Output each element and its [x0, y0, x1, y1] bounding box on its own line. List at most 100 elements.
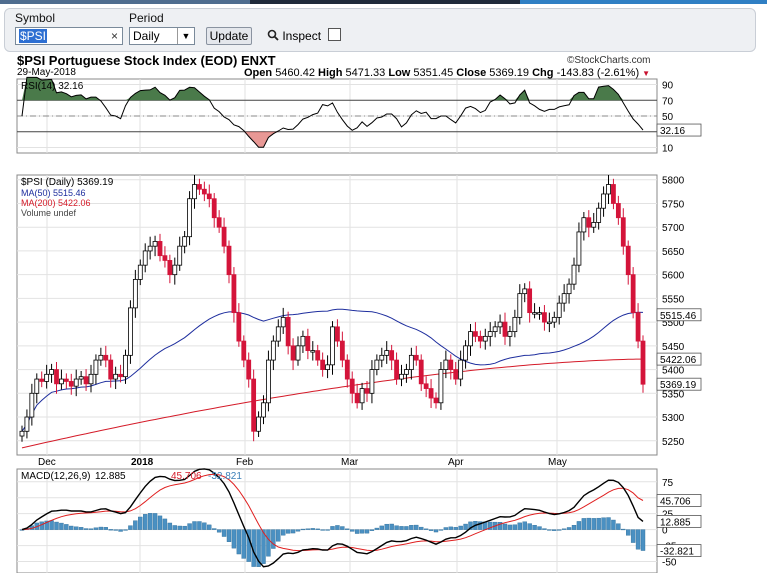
- macd-hist-bar: [83, 528, 89, 530]
- candle-body: [113, 373, 119, 380]
- price-tick-label: 5600: [662, 271, 685, 282]
- candle-body: [275, 326, 281, 342]
- search-icon: [267, 29, 279, 41]
- candle-body: [290, 345, 296, 361]
- candle-body: [394, 359, 399, 380]
- macd-hist-bar: [207, 524, 212, 530]
- candle-body: [561, 293, 567, 304]
- macd-hist-bar: [241, 529, 246, 559]
- candle-body: [310, 350, 316, 353]
- macd-hist-bar: [19, 529, 25, 531]
- chart-title: $PSI Portuguese Stock Index (EOD) ENXT: [17, 53, 276, 68]
- x-axis-month-label: Feb: [236, 457, 254, 468]
- rsi-tick-label: 10: [662, 143, 674, 154]
- macd-hist-bar: [216, 529, 222, 533]
- price-tick-label: 5500: [662, 318, 685, 329]
- macd-hist-bar: [118, 529, 123, 532]
- macd-hist-bar: [182, 525, 187, 530]
- macd-hist-bar: [226, 529, 232, 542]
- candle-body: [167, 260, 173, 276]
- macd-hist-bar: [512, 524, 518, 530]
- inspect-toggle[interactable]: Inspect: [267, 28, 342, 43]
- candle-body: [44, 373, 50, 382]
- macd-hist-bar: [507, 524, 513, 530]
- candle-body: [344, 359, 350, 380]
- macd-hist-bar: [212, 528, 217, 530]
- macd-hist-bar: [423, 528, 429, 530]
- top-bar: [0, 0, 767, 4]
- candle-body: [19, 430, 25, 437]
- macd-hist-bar: [630, 529, 636, 543]
- candle-body: [98, 354, 104, 361]
- symbol-input[interactable]: $PSI ×: [15, 27, 123, 45]
- candle-body: [320, 359, 326, 370]
- macd-hist-bar: [468, 521, 473, 530]
- inspect-label: Inspect: [282, 29, 322, 43]
- macd-hist-bar: [354, 529, 360, 534]
- candle-body: [103, 354, 109, 361]
- candle-body: [601, 193, 606, 209]
- macd-hist-bar: [591, 518, 596, 530]
- macd-hist-bar: [325, 529, 330, 531]
- x-axis-month-label: Apr: [448, 457, 464, 468]
- candle-body: [305, 335, 311, 351]
- macd-hist-bar: [128, 525, 133, 530]
- candle-body: [187, 198, 192, 238]
- candle-body: [246, 359, 252, 380]
- period-label: Period: [129, 11, 164, 25]
- candle-body: [487, 331, 493, 337]
- candle-body: [29, 392, 35, 418]
- candle-body: [625, 245, 631, 276]
- macd-tag: 12.885: [660, 517, 691, 528]
- rsi-current-tag-box: [656, 123, 702, 137]
- candle-body: [162, 255, 168, 261]
- period-value: Daily: [133, 29, 160, 43]
- chart-date: 29-May-2018: [17, 67, 76, 78]
- macd-hist-bar: [497, 522, 503, 530]
- candle-body: [566, 283, 572, 295]
- candle-body: [49, 369, 54, 375]
- macd-hist-bar: [364, 529, 370, 534]
- macd-hist-bar: [167, 522, 173, 530]
- candle-body: [615, 203, 621, 219]
- inspect-checkbox[interactable]: [328, 28, 342, 41]
- macd-tick-label: -50: [662, 558, 677, 569]
- candle-body: [354, 392, 360, 404]
- candle-body: [59, 378, 64, 385]
- candle-body: [532, 312, 537, 315]
- candle-body: [280, 316, 286, 328]
- macd-hist-bar: [74, 526, 79, 530]
- macd-hist-bar: [143, 514, 148, 530]
- period-select[interactable]: Daily ▼: [129, 27, 195, 45]
- macd-hist-bar: [335, 525, 340, 530]
- rsi-current-tag: 32.16: [660, 126, 685, 137]
- candle-body: [339, 340, 345, 361]
- macd-hist-bar: [256, 529, 261, 567]
- macd-hist-bar: [340, 526, 345, 530]
- candle-body: [364, 388, 370, 394]
- macd-hist-bar: [162, 518, 168, 530]
- candle-body: [88, 373, 94, 385]
- macd-hist-bar: [566, 527, 572, 530]
- macd-hist-bar: [635, 529, 641, 550]
- clear-icon[interactable]: ×: [110, 29, 118, 43]
- candle-body: [492, 326, 498, 333]
- candle-body: [63, 378, 69, 382]
- macd-hist-bar: [330, 526, 335, 530]
- candle-body: [73, 378, 79, 387]
- macd-hist-bar: [458, 525, 463, 530]
- candle-body: [68, 381, 74, 387]
- macd-hist-bar: [290, 529, 296, 534]
- update-button[interactable]: Update: [206, 27, 252, 45]
- macd-label-macd: 12.885: [95, 471, 126, 482]
- candle-body: [389, 350, 395, 361]
- stockcharts-brand[interactable]: ©StockCharts.com: [567, 55, 651, 66]
- macd-hist-bar: [59, 522, 64, 530]
- macd-hist-bar: [197, 521, 202, 530]
- price-tick-label: 5400: [662, 366, 685, 377]
- macd-hist-bar: [379, 525, 384, 530]
- macd-hist-tag-box: [656, 544, 702, 557]
- macd-hist-bar: [438, 529, 444, 531]
- symbol-label: Symbol: [15, 11, 56, 25]
